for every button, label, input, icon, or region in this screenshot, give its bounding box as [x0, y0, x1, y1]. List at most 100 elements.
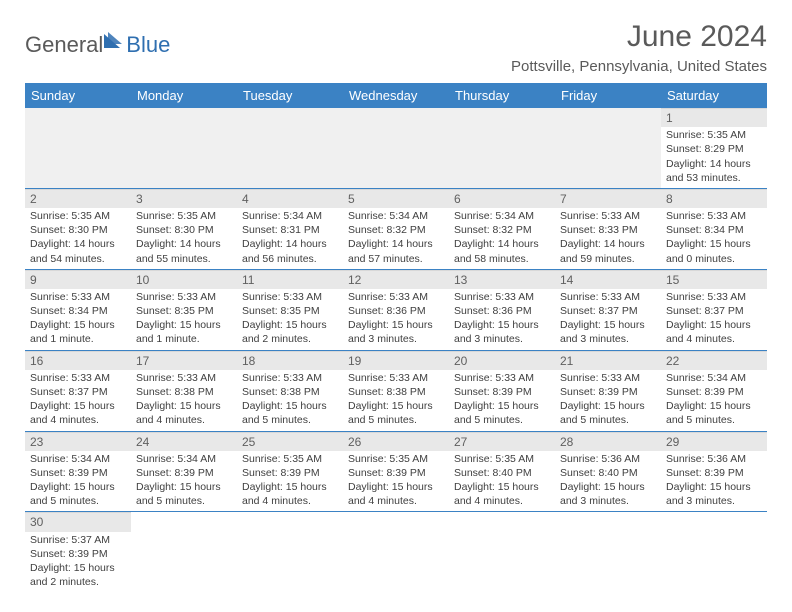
sail-icon	[104, 30, 126, 53]
day-body: Sunrise: 5:34 AMSunset: 8:39 PMDaylight:…	[661, 370, 767, 431]
sunset-text: Sunset: 8:30 PM	[136, 223, 232, 237]
day-header-wed: Wednesday	[343, 83, 449, 108]
day-cell: 21Sunrise: 5:33 AMSunset: 8:39 PMDayligh…	[555, 350, 661, 431]
day-body: Sunrise: 5:33 AMSunset: 8:38 PMDaylight:…	[237, 370, 343, 431]
day-body: Sunrise: 5:33 AMSunset: 8:37 PMDaylight:…	[25, 370, 131, 431]
day-number: 18	[237, 351, 343, 370]
day-body: Sunrise: 5:33 AMSunset: 8:39 PMDaylight:…	[555, 370, 661, 431]
day-number: 3	[131, 189, 237, 208]
sunset-text: Sunset: 8:38 PM	[242, 385, 338, 399]
day-body: Sunrise: 5:35 AMSunset: 8:40 PMDaylight:…	[449, 451, 555, 512]
day-body: Sunrise: 5:33 AMSunset: 8:33 PMDaylight:…	[555, 208, 661, 269]
sunset-text: Sunset: 8:39 PM	[666, 466, 762, 480]
sunset-text: Sunset: 8:31 PM	[242, 223, 338, 237]
day-number: 22	[661, 351, 767, 370]
day-header-thu: Thursday	[449, 83, 555, 108]
daylight-text: Daylight: 15 hours and 5 minutes.	[242, 399, 338, 427]
sunset-text: Sunset: 8:34 PM	[666, 223, 762, 237]
empty-cell	[555, 512, 661, 592]
daylight-text: Daylight: 15 hours and 4 minutes.	[454, 480, 550, 508]
day-number: 26	[343, 432, 449, 451]
sunset-text: Sunset: 8:37 PM	[666, 304, 762, 318]
sunrise-text: Sunrise: 5:33 AM	[560, 290, 656, 304]
sunrise-text: Sunrise: 5:33 AM	[242, 371, 338, 385]
sunrise-text: Sunrise: 5:36 AM	[666, 452, 762, 466]
sunset-text: Sunset: 8:38 PM	[136, 385, 232, 399]
day-number: 5	[343, 189, 449, 208]
day-body: Sunrise: 5:33 AMSunset: 8:38 PMDaylight:…	[131, 370, 237, 431]
sunset-text: Sunset: 8:40 PM	[560, 466, 656, 480]
daylight-text: Daylight: 15 hours and 0 minutes.	[666, 237, 762, 265]
daylight-text: Daylight: 15 hours and 2 minutes.	[30, 561, 126, 589]
day-header-sat: Saturday	[661, 83, 767, 108]
sunrise-text: Sunrise: 5:33 AM	[454, 371, 550, 385]
daylight-text: Daylight: 15 hours and 3 minutes.	[454, 318, 550, 346]
sunrise-text: Sunrise: 5:35 AM	[666, 128, 762, 142]
empty-cell	[131, 108, 237, 188]
sunset-text: Sunset: 8:34 PM	[30, 304, 126, 318]
day-body: Sunrise: 5:34 AMSunset: 8:32 PMDaylight:…	[343, 208, 449, 269]
daylight-text: Daylight: 14 hours and 59 minutes.	[560, 237, 656, 265]
daylight-text: Daylight: 15 hours and 5 minutes.	[30, 480, 126, 508]
calendar-table: Sunday Monday Tuesday Wednesday Thursday…	[25, 83, 767, 592]
day-cell: 8Sunrise: 5:33 AMSunset: 8:34 PMDaylight…	[661, 188, 767, 269]
day-body: Sunrise: 5:33 AMSunset: 8:34 PMDaylight:…	[25, 289, 131, 350]
daylight-text: Daylight: 15 hours and 4 minutes.	[348, 480, 444, 508]
day-number: 1	[661, 108, 767, 127]
sunrise-text: Sunrise: 5:33 AM	[560, 371, 656, 385]
daylight-text: Daylight: 15 hours and 2 minutes.	[242, 318, 338, 346]
location-text: Pottsville, Pennsylvania, United States	[511, 58, 767, 75]
empty-cell	[131, 512, 237, 592]
logo-text-general: General	[25, 32, 103, 58]
day-cell: 11Sunrise: 5:33 AMSunset: 8:35 PMDayligh…	[237, 269, 343, 350]
sunrise-text: Sunrise: 5:33 AM	[30, 371, 126, 385]
sunrise-text: Sunrise: 5:35 AM	[30, 209, 126, 223]
sunrise-text: Sunrise: 5:36 AM	[560, 452, 656, 466]
day-cell: 20Sunrise: 5:33 AMSunset: 8:39 PMDayligh…	[449, 350, 555, 431]
daylight-text: Daylight: 15 hours and 1 minute.	[136, 318, 232, 346]
daylight-text: Daylight: 15 hours and 4 minutes.	[242, 480, 338, 508]
daylight-text: Daylight: 14 hours and 54 minutes.	[30, 237, 126, 265]
day-cell: 1Sunrise: 5:35 AMSunset: 8:29 PMDaylight…	[661, 108, 767, 188]
sunset-text: Sunset: 8:39 PM	[136, 466, 232, 480]
day-number: 27	[449, 432, 555, 451]
daylight-text: Daylight: 15 hours and 5 minutes.	[454, 399, 550, 427]
day-header-sun: Sunday	[25, 83, 131, 108]
day-header-row: Sunday Monday Tuesday Wednesday Thursday…	[25, 83, 767, 108]
daylight-text: Daylight: 15 hours and 4 minutes.	[30, 399, 126, 427]
day-number: 4	[237, 189, 343, 208]
calendar-row: 2Sunrise: 5:35 AMSunset: 8:30 PMDaylight…	[25, 188, 767, 269]
sunrise-text: Sunrise: 5:33 AM	[666, 290, 762, 304]
sunrise-text: Sunrise: 5:34 AM	[348, 209, 444, 223]
sunrise-text: Sunrise: 5:33 AM	[454, 290, 550, 304]
sunrise-text: Sunrise: 5:33 AM	[560, 209, 656, 223]
empty-cell	[449, 512, 555, 592]
daylight-text: Daylight: 14 hours and 53 minutes.	[666, 157, 762, 185]
day-cell: 4Sunrise: 5:34 AMSunset: 8:31 PMDaylight…	[237, 188, 343, 269]
sunrise-text: Sunrise: 5:35 AM	[136, 209, 232, 223]
day-number: 12	[343, 270, 449, 289]
sunrise-text: Sunrise: 5:35 AM	[242, 452, 338, 466]
day-cell: 9Sunrise: 5:33 AMSunset: 8:34 PMDaylight…	[25, 269, 131, 350]
day-cell: 7Sunrise: 5:33 AMSunset: 8:33 PMDaylight…	[555, 188, 661, 269]
sunrise-text: Sunrise: 5:34 AM	[136, 452, 232, 466]
sunrise-text: Sunrise: 5:33 AM	[666, 209, 762, 223]
day-cell: 3Sunrise: 5:35 AMSunset: 8:30 PMDaylight…	[131, 188, 237, 269]
header: General Blue June 2024 Pottsville, Penns…	[25, 20, 767, 75]
sunrise-text: Sunrise: 5:33 AM	[348, 290, 444, 304]
day-cell: 14Sunrise: 5:33 AMSunset: 8:37 PMDayligh…	[555, 269, 661, 350]
sunset-text: Sunset: 8:36 PM	[348, 304, 444, 318]
day-body: Sunrise: 5:34 AMSunset: 8:39 PMDaylight:…	[25, 451, 131, 512]
title-block: June 2024 Pottsville, Pennsylvania, Unit…	[511, 20, 767, 75]
sunset-text: Sunset: 8:29 PM	[666, 142, 762, 156]
calendar-row: 16Sunrise: 5:33 AMSunset: 8:37 PMDayligh…	[25, 350, 767, 431]
day-cell: 19Sunrise: 5:33 AMSunset: 8:38 PMDayligh…	[343, 350, 449, 431]
day-body: Sunrise: 5:33 AMSunset: 8:35 PMDaylight:…	[131, 289, 237, 350]
logo: General Blue	[25, 30, 170, 59]
day-cell: 25Sunrise: 5:35 AMSunset: 8:39 PMDayligh…	[237, 431, 343, 512]
day-body: Sunrise: 5:33 AMSunset: 8:39 PMDaylight:…	[449, 370, 555, 431]
sunset-text: Sunset: 8:32 PM	[454, 223, 550, 237]
day-body: Sunrise: 5:35 AMSunset: 8:29 PMDaylight:…	[661, 127, 767, 188]
day-number: 21	[555, 351, 661, 370]
sunset-text: Sunset: 8:39 PM	[560, 385, 656, 399]
